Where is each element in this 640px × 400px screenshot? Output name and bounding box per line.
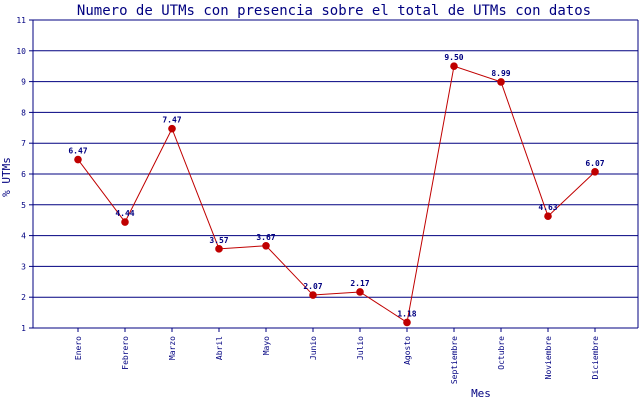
data-point [309,291,317,299]
x-tick-label: Junio [309,336,318,360]
y-tick-label: 6 [21,170,26,179]
y-tick-label: 1 [21,324,26,333]
x-axis-ticks: Enero Febrero Marzo Abril Mayo Junio Julio Agos… [74,328,600,384]
data-point [497,78,505,86]
data-label: 8.99 [491,69,510,78]
data-label: 4.44 [115,209,134,218]
data-point [74,155,82,164]
y-tick-label: 7 [21,139,26,148]
chart-title: Numero de UTMs con presencia sobre el to… [77,3,591,19]
x-tick-label: Octubre [497,336,506,370]
x-tick-label: Mayo [262,336,271,355]
x-tick-label: Agosto [403,336,412,365]
y-tick-label: 2 [21,293,26,302]
data-label: 2.07 [303,282,322,291]
x-tick-label: Enero [74,336,83,360]
data-point [403,318,411,327]
data-label: 2.17 [350,279,369,288]
x-tick-label: Noviembre [544,336,553,380]
data-label: 6.47 [68,147,87,156]
y-tick-label: 9 [21,78,26,87]
y-tick-label: 11 [16,16,26,25]
data-label: 3.57 [209,236,228,245]
data-labels: 6.47 4.44 7.47 3.57 3.67 2.07 2.17 1.18 9.50 8.99… [68,53,604,318]
data-label: 7.47 [162,116,181,125]
x-axis-label: Mes [471,387,491,400]
data-point [450,62,458,70]
data-label: 3.67 [256,233,275,242]
data-label: 9.50 [444,53,463,62]
y-axis-label: % UTMs [0,157,13,197]
data-label: 1.18 [397,309,416,318]
y-tick-label: 3 [21,262,26,271]
x-tick-label: Abril [215,336,224,360]
data-point [121,218,129,226]
series [74,62,599,327]
data-point [356,288,364,296]
x-tick-label: Diciembre [591,336,600,380]
y-tick-label: 5 [21,201,26,210]
data-point [168,124,176,133]
grid [32,19,639,329]
x-tick-label: Marzo [168,336,177,360]
x-tick-label: Julio [356,336,365,360]
data-point [262,241,270,250]
x-tick-label: Febrero [121,336,130,370]
y-tick-label: 4 [21,232,26,241]
y-axis-ticks: 1 2 3 4 5 6 7 8 9 10 11 [16,16,33,333]
y-tick-label: 8 [21,108,26,117]
data-point [215,245,223,253]
y-tick-label: 10 [16,47,26,56]
data-label: 4.63 [538,203,557,212]
data-label: 6.07 [585,159,604,168]
series-line [77,65,596,324]
data-point [591,168,599,176]
data-point [544,212,552,220]
x-tick-label: Septiembre [450,336,459,384]
